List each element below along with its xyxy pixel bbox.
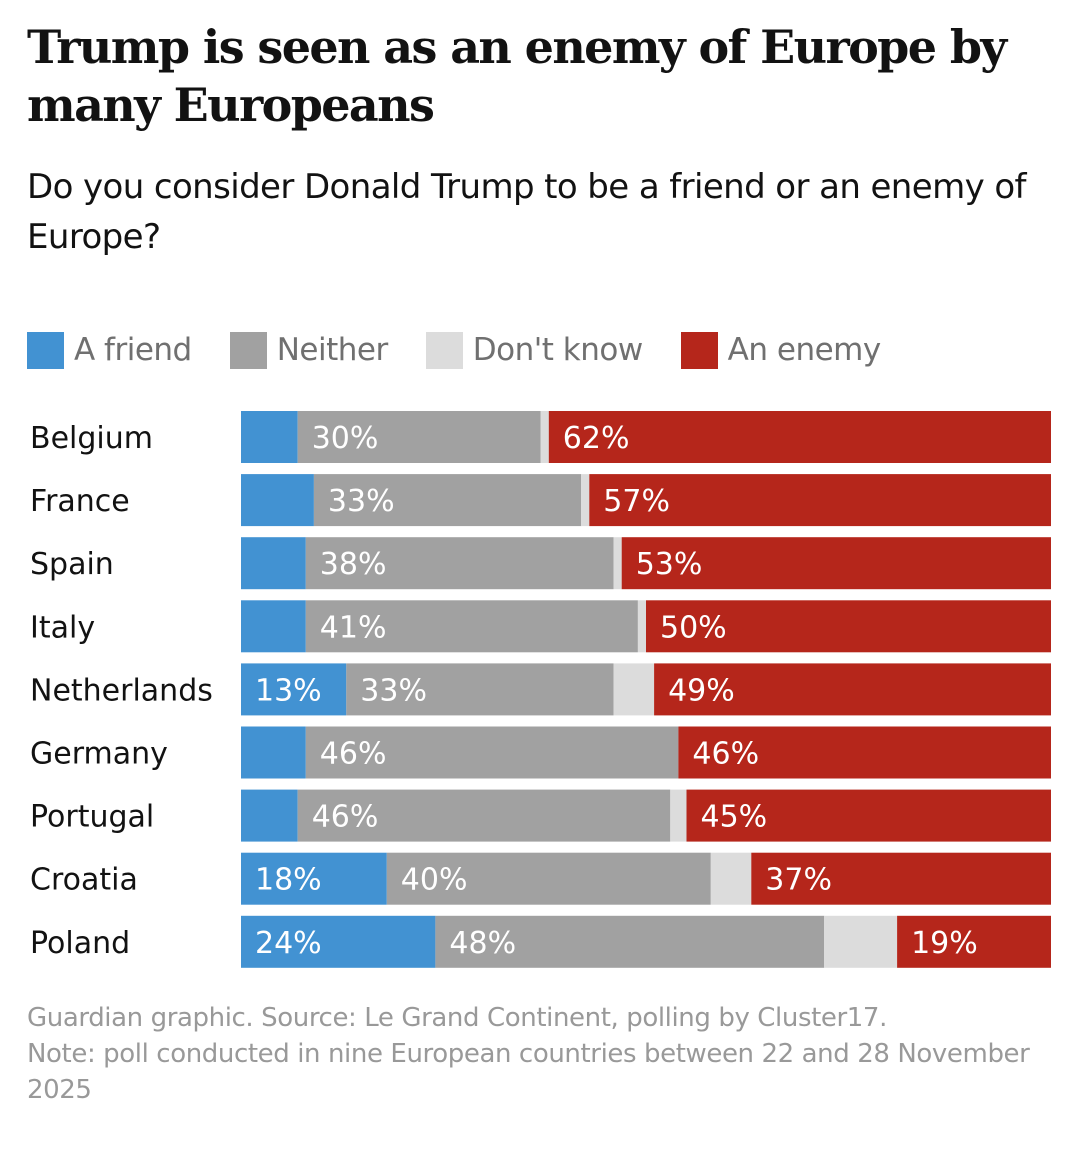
bar-segment-neither-france bbox=[313, 474, 582, 527]
legend-swatch-friend bbox=[27, 331, 64, 369]
bar-segment-friend-portugal bbox=[241, 789, 298, 842]
legend-swatch-neither bbox=[229, 331, 267, 369]
country-label-italy: Italy bbox=[30, 610, 95, 645]
bar-segment-enemy-croatia bbox=[751, 852, 1051, 905]
bar-segment-enemy-poland bbox=[897, 915, 1051, 968]
legend-swatch-enemy bbox=[680, 331, 718, 369]
country-label-belgium: Belgium bbox=[30, 421, 153, 456]
bar-segment-dont-know-belgium bbox=[540, 411, 549, 463]
bar-segment-neither-italy bbox=[305, 600, 638, 653]
bar-row-netherlands: Netherlands 13% 33% 49% bbox=[30, 663, 1051, 716]
bar-row-portugal: Portugal 46% 45% bbox=[30, 789, 1051, 842]
bar-segment-neither-netherlands bbox=[346, 663, 614, 716]
bar-row-spain: Spain 38% 53% bbox=[30, 537, 1051, 590]
country-label-croatia: Croatia bbox=[30, 863, 138, 898]
bar-segment-neither-belgium bbox=[297, 411, 541, 463]
source-note: Guardian graphic. Source: Le Grand Conti… bbox=[27, 1003, 887, 1033]
legend-item-enemy: An enemy bbox=[680, 331, 882, 369]
country-label-poland: Poland bbox=[30, 926, 130, 961]
bar-row-germany: Germany 46% 46% bbox=[30, 726, 1051, 779]
bar-segment-enemy-spain bbox=[621, 537, 1051, 590]
value-label-neither-croatia: 40% bbox=[401, 863, 468, 898]
chart-subtitle: Do you consider Donald Trump to be a fri… bbox=[27, 167, 1027, 257]
bar-segment-neither-spain bbox=[305, 537, 614, 590]
bar-segment-enemy-portugal bbox=[686, 789, 1051, 842]
bar-segment-enemy-italy bbox=[646, 600, 1051, 653]
bar-segment-friend-netherlands bbox=[241, 663, 347, 716]
bar-segment-enemy-belgium bbox=[548, 411, 1051, 463]
value-label-enemy-spain: 53% bbox=[636, 547, 703, 582]
bar-segment-friend-germany bbox=[241, 726, 306, 779]
value-label-enemy-belgium: 62% bbox=[563, 421, 630, 456]
country-label-germany: Germany bbox=[30, 737, 168, 772]
chart-footer: Guardian graphic. Source: Le Grand Conti… bbox=[27, 1000, 1057, 1108]
bar-row-france: France 33% 57% bbox=[30, 474, 1051, 527]
bar-segment-dont-know-italy bbox=[637, 600, 646, 653]
legend: A friend Neither Don't know An enemy bbox=[27, 330, 919, 370]
bar-segment-neither-germany bbox=[305, 726, 679, 779]
bar-segment-friend-spain bbox=[241, 537, 306, 590]
bar-segment-neither-poland bbox=[435, 915, 825, 968]
country-label-france: France bbox=[30, 484, 130, 519]
bar-segment-enemy-france bbox=[589, 474, 1051, 527]
bar-segment-dont-know-spain bbox=[613, 537, 622, 590]
value-label-neither-portugal: 46% bbox=[312, 800, 379, 835]
bar-segment-dont-know-netherlands bbox=[613, 663, 655, 716]
bar-segment-enemy-netherlands bbox=[654, 663, 1051, 716]
bar-row-italy: Italy 41% 50% bbox=[30, 600, 1051, 653]
bar-segment-dont-know-poland bbox=[824, 915, 898, 968]
value-label-enemy-portugal: 45% bbox=[701, 800, 768, 835]
legend-item-neither: Neither bbox=[229, 331, 389, 369]
stacked-bar-chart: Belgium 30% 62% France 33% 57% Spain 38% 53% Ital… bbox=[30, 411, 1051, 968]
bar-row-poland: Poland 24% 48% 19% bbox=[30, 915, 1051, 968]
value-label-enemy-france: 57% bbox=[603, 484, 670, 519]
bar-segment-neither-croatia bbox=[386, 852, 711, 905]
legend-label-dont-know: Don't know bbox=[472, 332, 643, 368]
bar-segment-enemy-germany bbox=[678, 726, 1051, 779]
value-label-neither-france: 33% bbox=[328, 484, 395, 519]
value-label-neither-spain: 38% bbox=[320, 547, 387, 582]
bar-segment-neither-portugal bbox=[297, 789, 671, 842]
bar-segment-friend-poland bbox=[241, 915, 436, 968]
value-label-neither-germany: 46% bbox=[320, 737, 387, 772]
country-label-spain: Spain bbox=[30, 547, 114, 582]
bar-segment-friend-france bbox=[241, 474, 314, 527]
poll-note: Note: poll conducted in nine European co… bbox=[27, 1039, 1030, 1105]
value-label-neither-italy: 41% bbox=[320, 610, 387, 645]
bar-row-belgium: Belgium 30% 62% bbox=[30, 411, 1051, 463]
chart-title: Trump is seen as an enemy of Europe by m… bbox=[27, 20, 1007, 132]
bar-segment-dont-know-croatia bbox=[710, 852, 752, 905]
value-label-neither-netherlands: 33% bbox=[360, 673, 427, 708]
bar-segment-friend-belgium bbox=[241, 411, 298, 463]
value-label-friend-croatia: 18% bbox=[255, 863, 322, 898]
country-label-portugal: Portugal bbox=[30, 800, 154, 835]
value-label-neither-poland: 48% bbox=[449, 926, 516, 961]
value-label-enemy-netherlands: 49% bbox=[668, 673, 735, 708]
value-label-enemy-germany: 46% bbox=[692, 737, 759, 772]
bar-segment-dont-know-portugal bbox=[670, 789, 687, 842]
value-label-neither-belgium: 30% bbox=[312, 421, 379, 456]
legend-swatch-dont-know bbox=[425, 331, 463, 369]
bar-segment-friend-croatia bbox=[241, 852, 387, 905]
value-label-enemy-croatia: 37% bbox=[765, 863, 832, 898]
bar-segment-friend-italy bbox=[241, 600, 306, 653]
country-label-netherlands: Netherlands bbox=[30, 673, 213, 708]
value-label-enemy-italy: 50% bbox=[660, 610, 727, 645]
legend-item-friend: A friend bbox=[27, 331, 192, 369]
bar-segment-dont-know-france bbox=[581, 474, 590, 527]
legend-label-enemy: An enemy bbox=[727, 332, 882, 368]
bar-row-croatia: Croatia 18% 40% 37% bbox=[30, 852, 1051, 905]
legend-label-friend: A friend bbox=[74, 332, 192, 368]
value-label-enemy-poland: 19% bbox=[911, 926, 978, 961]
value-label-friend-poland: 24% bbox=[255, 926, 322, 961]
legend-label-neither: Neither bbox=[276, 332, 389, 368]
value-label-friend-netherlands: 13% bbox=[255, 673, 322, 708]
legend-item-dont-know: Don't know bbox=[425, 331, 643, 369]
